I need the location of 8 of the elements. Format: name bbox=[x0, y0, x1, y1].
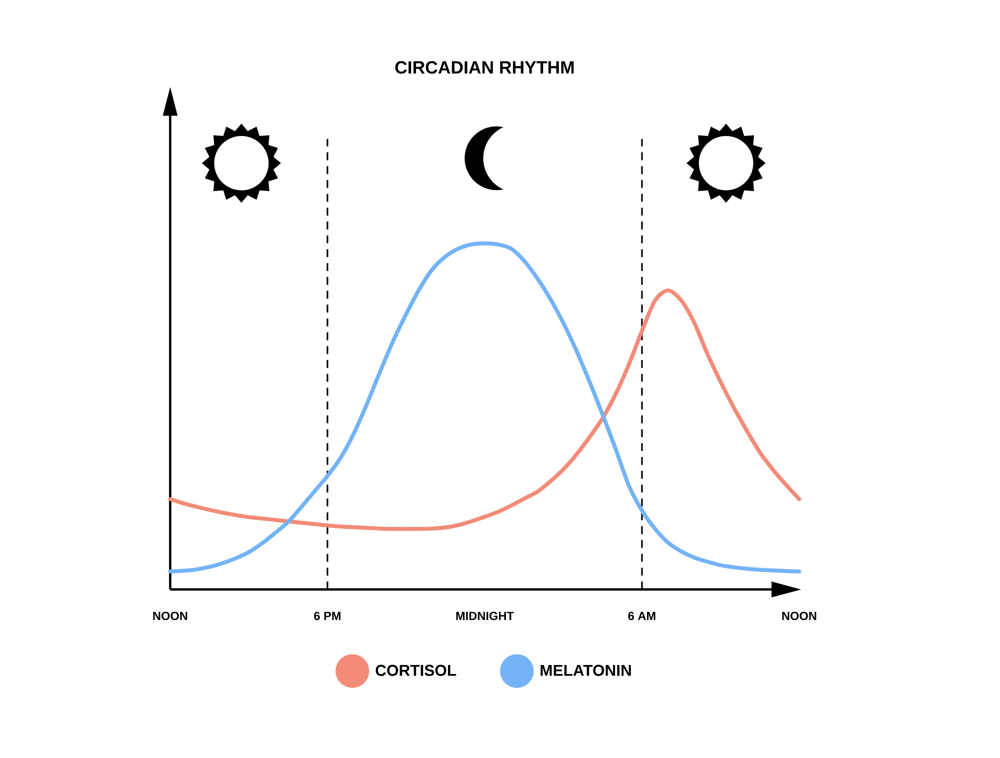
x-tick-label: 6 AM bbox=[628, 612, 656, 620]
x-tick-label: 6 PM bbox=[314, 612, 340, 620]
legend-label: CORTISOL bbox=[376, 664, 456, 676]
x-tick-label: NOON bbox=[153, 612, 188, 620]
legend-label: MELATONIN bbox=[540, 664, 631, 676]
x-tick-label: NOON bbox=[782, 612, 816, 620]
x-tick-label: MIDNIGHT bbox=[456, 612, 514, 620]
chart-title: CIRCADIAN RHYTHM bbox=[395, 61, 574, 74]
